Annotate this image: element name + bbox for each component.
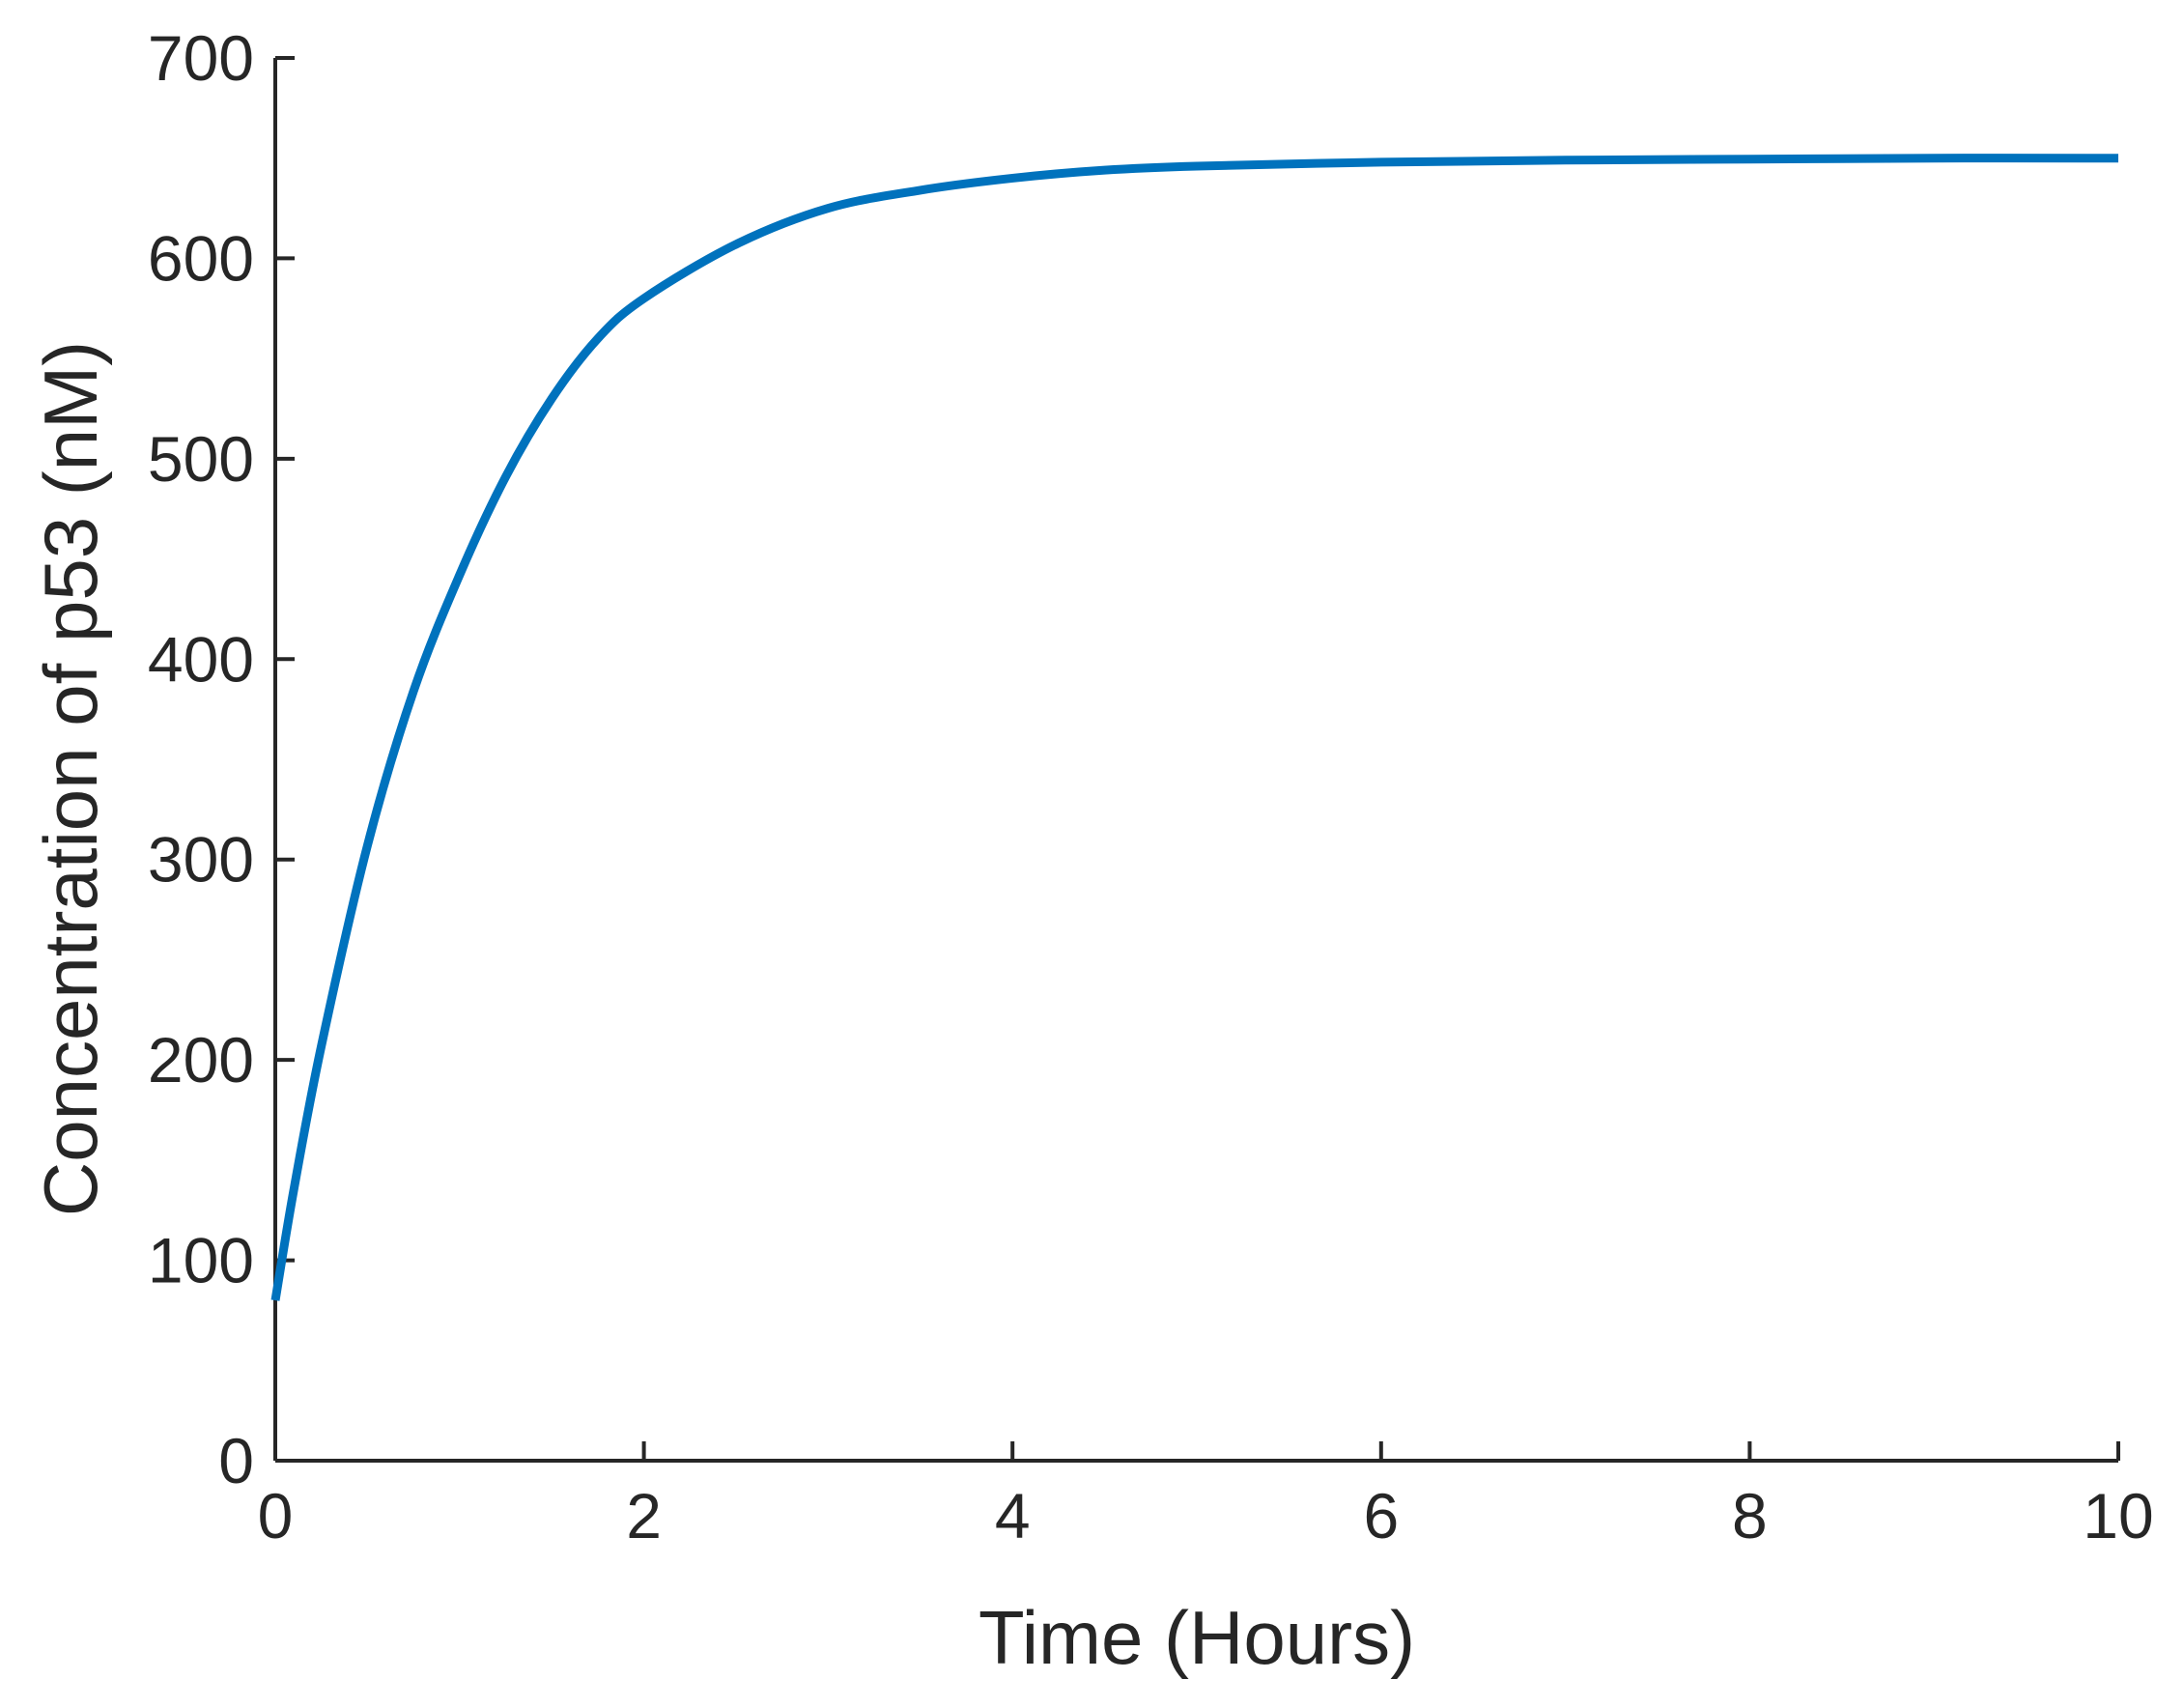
y-tick-label: 700 bbox=[148, 22, 254, 94]
x-tick-label: 6 bbox=[1363, 1480, 1399, 1551]
y-tick-label: 500 bbox=[148, 423, 254, 495]
series-line bbox=[270, 154, 2119, 1301]
y-tick-label: 0 bbox=[218, 1425, 254, 1496]
y-tick-label: 300 bbox=[148, 824, 254, 896]
y-ticks: 0 100 200 300 400 500 600 700 bbox=[148, 22, 295, 1496]
axes bbox=[273, 58, 2120, 1463]
y-tick-label: 200 bbox=[148, 1024, 254, 1096]
series-group bbox=[270, 154, 2119, 1301]
x-tick-label: 8 bbox=[1732, 1480, 1768, 1551]
x-tick-label: 10 bbox=[2083, 1480, 2153, 1551]
y-axis-label: Concentration of p53 (nM) bbox=[28, 341, 113, 1216]
y-tick-label: 400 bbox=[148, 623, 254, 695]
x-ticks: 0 2 4 6 8 10 bbox=[258, 1441, 2154, 1551]
x-axis-label: Time (Hours) bbox=[979, 1595, 1415, 1680]
y-tick-label: 600 bbox=[148, 222, 254, 294]
x-tick-label: 2 bbox=[626, 1480, 662, 1551]
x-tick-label: 0 bbox=[258, 1480, 294, 1551]
x-tick-label: 4 bbox=[995, 1480, 1031, 1551]
y-tick-label: 100 bbox=[148, 1225, 254, 1296]
